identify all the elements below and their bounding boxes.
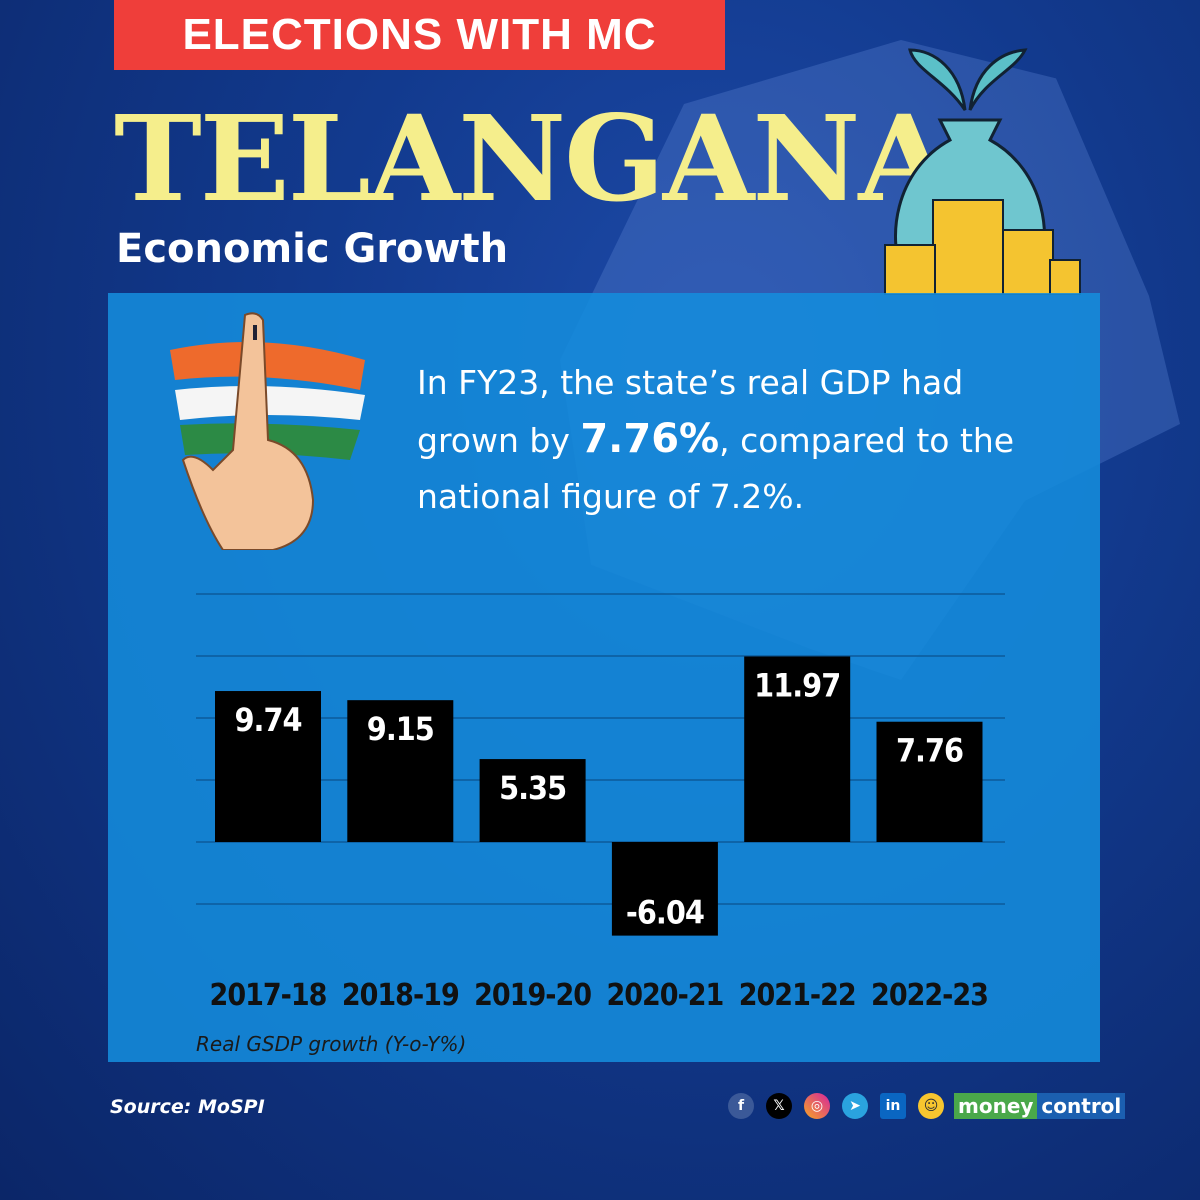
x-tick-label: 2017-18 <box>210 978 327 1013</box>
bar-2022-23 <box>876 721 983 842</box>
x-tick-label: 2021-22 <box>739 978 856 1013</box>
money-bag-plant-icon <box>884 48 1081 295</box>
bar-2020-21 <box>611 842 718 936</box>
voting-hand-flag-icon <box>170 312 365 550</box>
brand-part2: control <box>1037 1093 1126 1119</box>
moneycontrol-logo: money control <box>954 1093 1126 1119</box>
bar-2021-22 <box>744 656 851 842</box>
bar-2017-18 <box>215 691 321 842</box>
bar-2019-20 <box>479 759 586 842</box>
summary-part2: , compared to the national figure of 7.2… <box>417 421 1015 516</box>
instagram-icon[interactable]: ◎ <box>804 1093 830 1119</box>
data-label: 11.97 <box>754 666 840 704</box>
summary-part1: In FY23, the state’s real GDP had grown … <box>417 363 964 460</box>
telegram-icon[interactable]: ➤ <box>842 1093 868 1119</box>
brand-part1: money <box>954 1093 1038 1119</box>
data-label: 5.35 <box>499 769 566 807</box>
snapchat-icon[interactable]: ☺ <box>918 1093 944 1119</box>
x-tick-label: 2020-21 <box>606 978 723 1013</box>
series-banner: ELECTIONS WITH MC <box>114 0 725 70</box>
data-label: 9.15 <box>367 710 434 748</box>
data-label: -6.04 <box>626 894 704 932</box>
x-icon[interactable]: 𝕏 <box>766 1093 792 1119</box>
summary-highlight: 7.76% <box>580 416 720 462</box>
page-title: TELANGANA <box>114 89 950 228</box>
data-label: 7.76 <box>896 732 963 770</box>
x-tick-label: 2019-20 <box>474 978 591 1013</box>
facebook-icon[interactable]: f <box>728 1093 754 1119</box>
axis-label: Real GSDP growth (Y-o-Y%) <box>196 1032 467 1056</box>
page-subtitle: Economic Growth <box>116 226 509 272</box>
linkedin-icon[interactable]: in <box>880 1093 906 1119</box>
social-links: f 𝕏 ◎ ➤ in ☺ money control <box>728 1093 1126 1119</box>
bar-2018-19 <box>347 700 454 842</box>
chart-panel <box>108 293 1100 1062</box>
data-label: 9.74 <box>234 701 301 739</box>
summary-text: In FY23, the state’s real GDP had grown … <box>417 355 1057 525</box>
source-text: Source: MoSPI <box>110 1096 265 1118</box>
x-tick-label: 2022-23 <box>871 978 988 1013</box>
x-tick-label: 2018-19 <box>342 978 459 1013</box>
